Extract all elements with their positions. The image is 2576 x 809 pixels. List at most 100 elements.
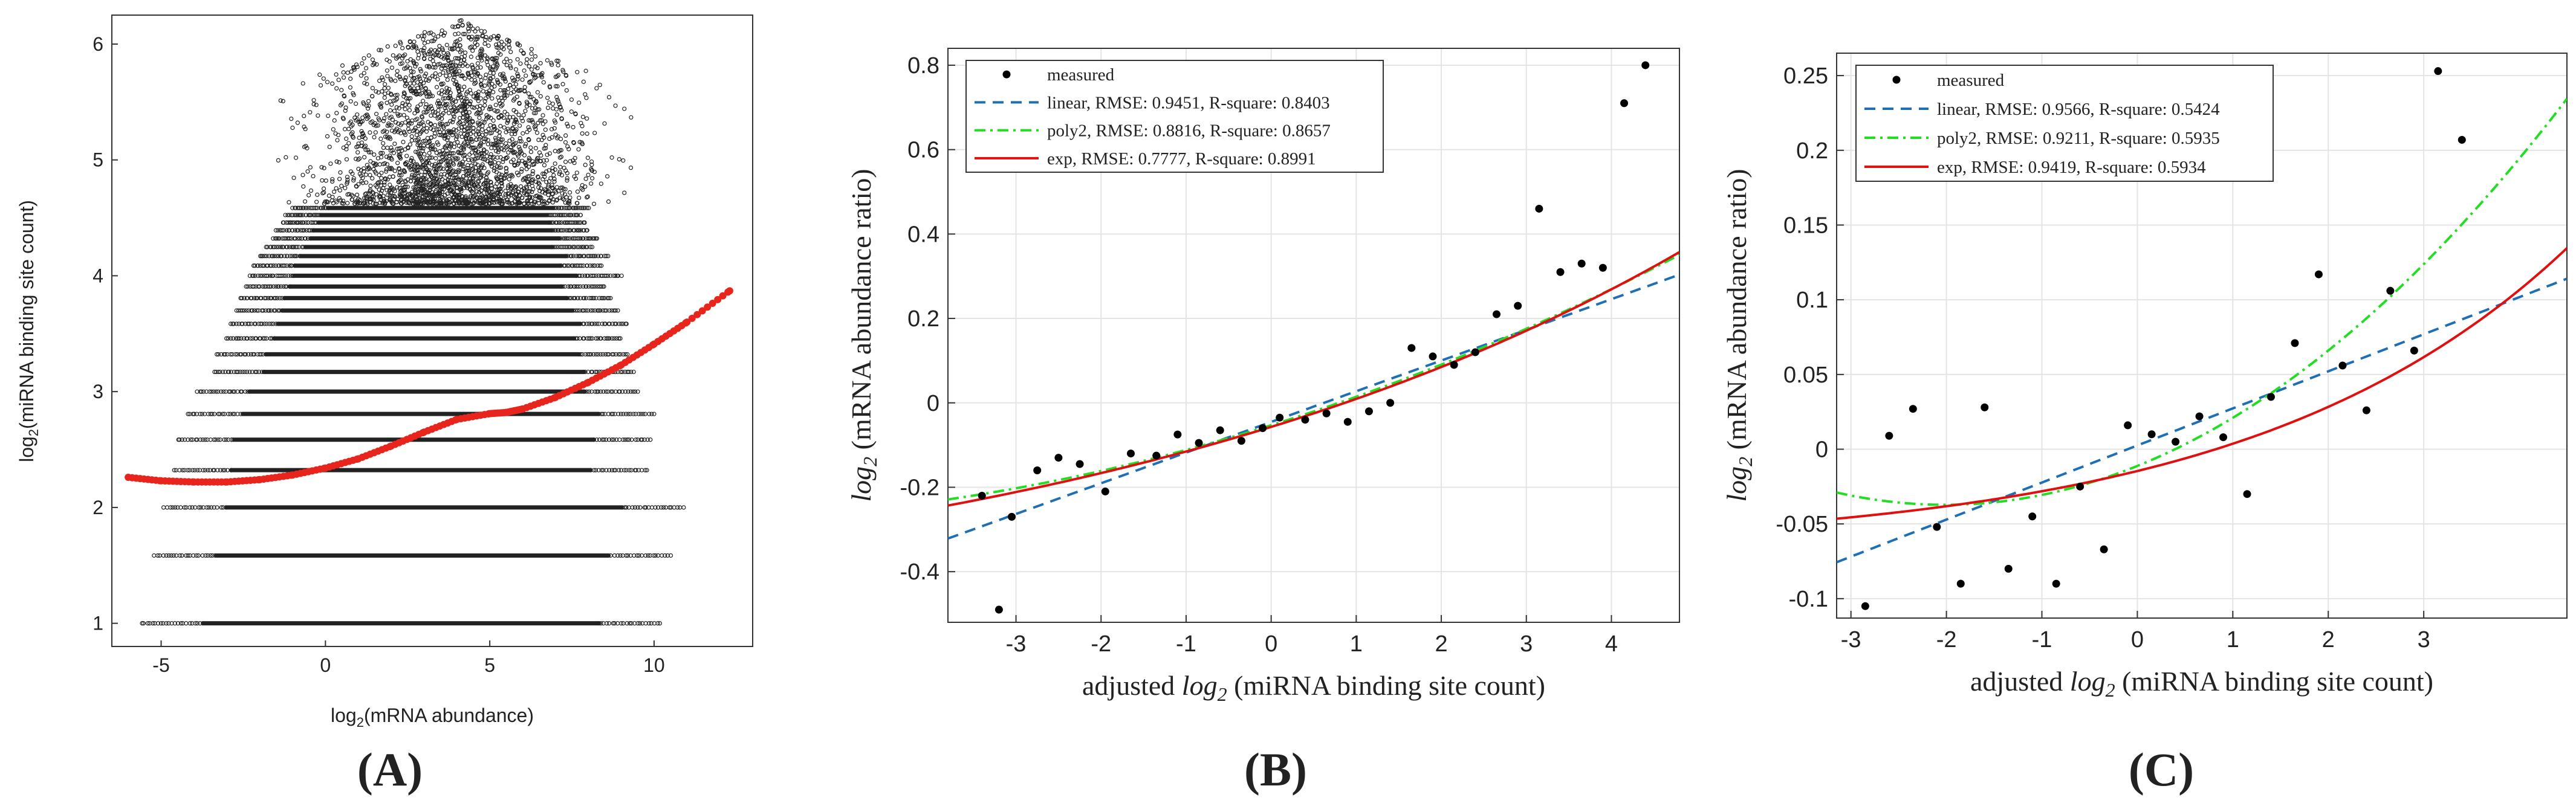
scatter-point-56	[166, 553, 171, 558]
scatter-point-1657	[547, 100, 552, 105]
scatter-point-876	[276, 228, 281, 233]
scatter-point-988	[300, 213, 305, 218]
scatter-point-2505	[492, 168, 496, 173]
scatter-point-270	[235, 411, 240, 416]
measured-point-14	[1276, 413, 1284, 422]
scatter-point-2428	[473, 95, 478, 100]
scatter-point-539	[603, 308, 608, 313]
scatter-point-3562	[536, 198, 541, 202]
scatter-point-826	[303, 245, 308, 250]
scatter-point-675	[604, 273, 609, 279]
scatter-point-3206	[503, 79, 508, 84]
scatter-point-2309	[362, 199, 367, 204]
scatter-point-769	[593, 254, 598, 259]
scatter-point-86	[208, 553, 213, 558]
scatter-point-2289	[501, 147, 507, 152]
scatter-point-3457	[376, 90, 381, 95]
scatter-point-2958	[341, 198, 346, 204]
scatter-point-3274	[487, 107, 492, 112]
scatter-point-2203	[400, 61, 404, 66]
scatter-point-2664	[544, 179, 549, 184]
scatter-point-2681	[562, 192, 568, 197]
scatter-point-12	[155, 621, 161, 626]
scatter-point-1055	[585, 205, 589, 210]
scatter-point-505	[624, 321, 629, 326]
scatter-point-2850	[539, 186, 543, 191]
scatter-point-147	[599, 468, 604, 472]
scatter-point-3567	[435, 49, 440, 54]
scatter-point-136	[224, 505, 229, 510]
measured-point-6	[1101, 487, 1109, 495]
measured-point-19	[1386, 399, 1395, 407]
scatter-point-3205	[432, 53, 437, 57]
scatter-point-434	[245, 336, 250, 341]
scatter-point-3619	[482, 157, 488, 162]
scatter-point-799	[565, 245, 569, 250]
panel-a-points	[140, 18, 686, 626]
scatter-point-895	[566, 228, 571, 233]
scatter-point-381	[588, 352, 594, 357]
scatter-point-2217	[365, 82, 369, 86]
scatter-point-1500	[380, 150, 385, 155]
scatter-point-429	[586, 336, 592, 341]
scatter-point-2725	[498, 124, 503, 129]
panel-a-frame	[111, 15, 753, 647]
scatter-point-1007	[575, 213, 580, 218]
scatter-point-110	[187, 505, 192, 510]
scatter-point-2633	[540, 190, 545, 195]
scatter-point-3284	[530, 169, 536, 174]
scatter-point-61	[625, 553, 630, 558]
scatter-point-866	[303, 236, 308, 241]
fit-point-171	[725, 287, 733, 295]
scatter-point-219	[635, 437, 640, 442]
scatter-point-259	[631, 411, 636, 416]
scatter-point-1980	[475, 61, 481, 66]
scatter-point-323	[581, 369, 586, 375]
scatter-point-2	[141, 621, 146, 626]
scatter-point-223	[640, 437, 644, 442]
scatter-point-2687	[482, 181, 487, 185]
scatter-point-13	[612, 621, 617, 626]
scatter-point-2938	[527, 156, 531, 161]
scatter-point-3630	[493, 141, 498, 146]
scatter-point-2757	[498, 140, 503, 144]
scatter-point-1018	[296, 205, 300, 210]
scatter-point-1226	[583, 92, 588, 97]
scatter-point-809	[572, 245, 577, 250]
scatter-point-92	[161, 505, 166, 510]
scatter-point-2037	[460, 23, 465, 28]
scatter-point-2883	[449, 141, 453, 146]
scatter-point-1758	[543, 119, 548, 124]
scatter-point-2380	[539, 118, 544, 123]
scatter-point-133	[675, 505, 680, 510]
scatter-point-794	[274, 245, 279, 250]
scatter-point-2136	[552, 118, 557, 123]
scatter-point-584	[269, 295, 274, 301]
scatter-point-3268	[458, 43, 462, 48]
scatter-point-690	[251, 263, 256, 268]
scatter-point-831	[558, 236, 563, 241]
scatter-point-1359	[433, 156, 438, 161]
scatter-point-3471	[362, 102, 366, 106]
scatter-point-3081	[536, 175, 540, 180]
scatter-point-1218	[514, 94, 519, 99]
scatter-point-367	[631, 369, 636, 375]
scatter-point-3551	[397, 180, 401, 185]
scatter-point-290	[212, 389, 216, 394]
scatter-point-2818	[447, 46, 453, 51]
scatter-point-2013	[348, 99, 353, 104]
scatter-point-2967	[407, 39, 412, 44]
scatter-point-2986	[403, 52, 407, 57]
scatter-point-2173	[349, 132, 354, 137]
scatter-point-1324	[335, 138, 340, 143]
scatter-point-6	[147, 621, 152, 626]
measured-point-21	[1429, 352, 1437, 361]
scatter-point-614	[261, 284, 265, 289]
scatter-point-384	[233, 352, 238, 357]
scatter-point-459	[618, 336, 623, 341]
scatter-point-617	[576, 284, 581, 289]
scatter-point-2532	[622, 106, 627, 111]
scatter-point-2107	[504, 57, 509, 62]
scatter-point-835	[562, 236, 568, 241]
scatter-point-172	[215, 468, 220, 472]
